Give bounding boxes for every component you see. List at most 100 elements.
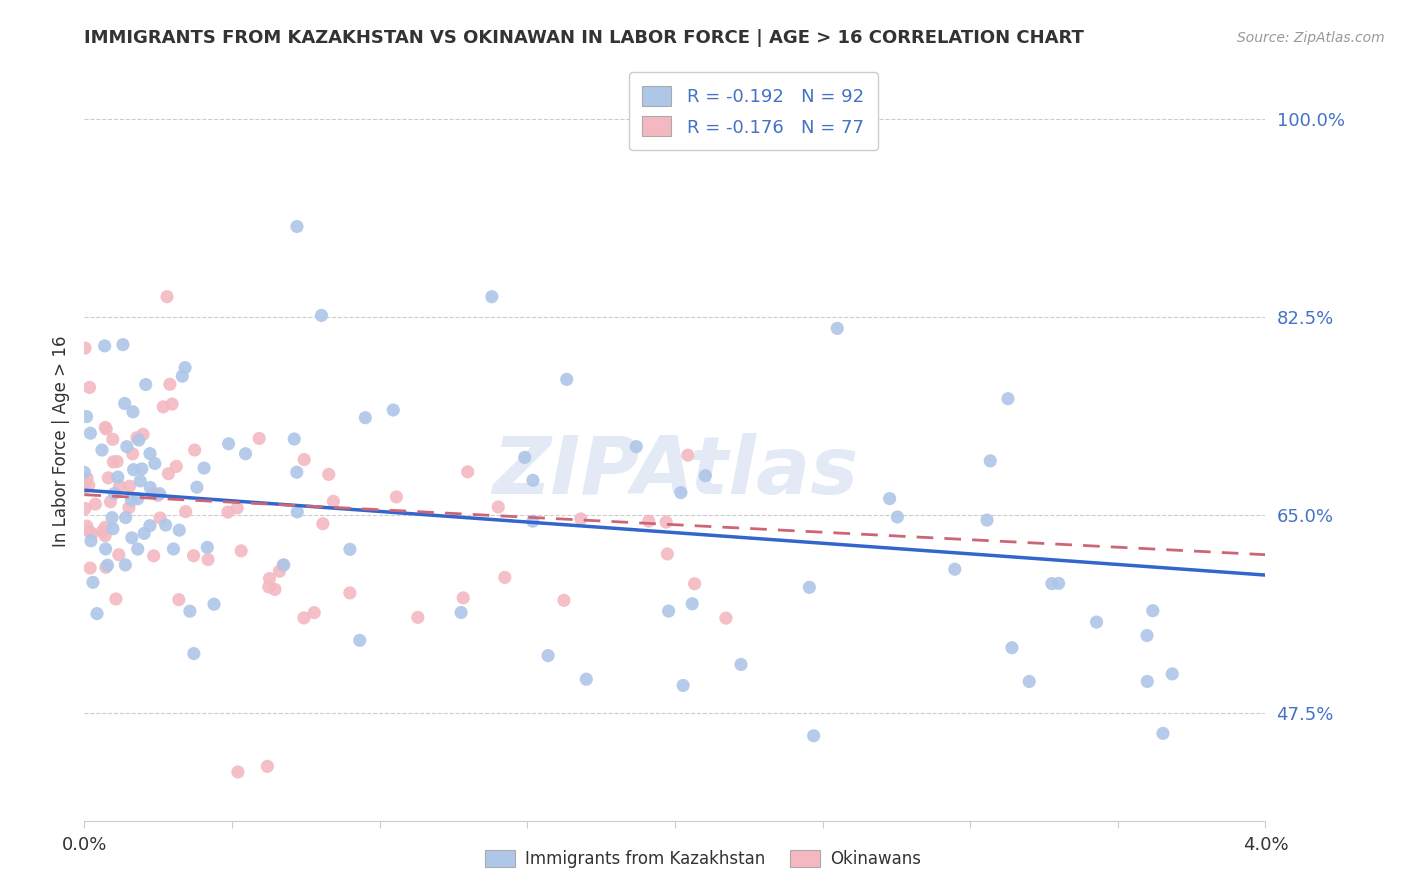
Point [122,463,145,477]
Point [229,544,252,558]
Point [569,512,592,526]
Point [139,480,162,494]
Point [803,729,825,743]
Point [155,518,177,533]
Point [157,467,180,481]
Point [202,597,225,611]
Point [104,591,127,606]
Point [943,562,966,576]
Point [183,549,205,563]
Point [174,360,197,375]
Point [94,541,117,556]
Point [91,524,114,539]
Point [162,541,184,556]
Point [111,337,134,351]
Point [339,542,361,557]
Point [247,431,270,445]
Point [979,454,1001,468]
Point [73,466,96,480]
Point [285,465,308,479]
Point [271,558,294,573]
Point [125,431,148,445]
Point [101,510,124,524]
Point [285,219,308,234]
Point [193,461,215,475]
Text: ZIPAtlas: ZIPAtlas [492,433,858,511]
Point [827,321,849,335]
Point [183,443,205,458]
Point [879,491,901,506]
Point [683,576,706,591]
Point [79,380,101,394]
Point [101,433,124,447]
Point [886,510,908,524]
Point [235,447,257,461]
Point [195,541,218,555]
Point [159,377,181,392]
Point [637,514,659,528]
Point [555,372,578,386]
Point [457,465,479,479]
Point [382,403,405,417]
Point [575,672,598,686]
Point [142,549,165,563]
Point [657,547,679,561]
Point [354,410,377,425]
Point [179,604,201,618]
Point [118,500,141,515]
Point [149,511,172,525]
Point [676,448,699,462]
Point [167,592,190,607]
Point [105,454,128,468]
Point [264,582,287,597]
Point [311,309,333,323]
Point [302,606,325,620]
Point [167,523,190,537]
Point [91,442,114,457]
Point [84,497,107,511]
Point [714,611,737,625]
Point [285,505,308,519]
Point [292,452,315,467]
Point [114,396,136,410]
Point [149,487,172,501]
Point [76,471,98,485]
Point [481,290,503,304]
Point [1152,726,1174,740]
Point [406,610,429,624]
Text: IMMIGRANTS FROM KAZAKHSTAN VS OKINAWAN IN LABOR FORCE | AGE > 16 CORRELATION CHA: IMMIGRANTS FROM KAZAKHSTAN VS OKINAWAN I… [84,29,1084,47]
Point [1142,604,1164,618]
Point [131,462,153,476]
Legend: R = -0.192   N = 92, R = -0.176   N = 77: R = -0.192 N = 92, R = -0.176 N = 77 [628,72,877,150]
Point [160,397,183,411]
Point [1161,667,1184,681]
Point [101,522,124,536]
Point [1136,674,1159,689]
Point [86,607,108,621]
Point [143,457,166,471]
Point [139,518,162,533]
Point [79,524,101,539]
Point [339,586,361,600]
Point [494,570,516,584]
Point [128,433,150,447]
Point [1136,628,1159,642]
Point [127,542,149,557]
Point [522,473,544,487]
Point [658,604,681,618]
Point [681,597,703,611]
Point [172,369,194,384]
Point [73,341,96,355]
Point [94,520,117,534]
Point [156,290,179,304]
Point [114,510,136,524]
Point [1047,576,1070,591]
Point [96,558,118,573]
Point [218,436,240,450]
Point [94,420,117,434]
Point [217,505,239,519]
Point [107,548,129,562]
Point [93,339,115,353]
Point [273,558,295,572]
Point [127,491,149,506]
